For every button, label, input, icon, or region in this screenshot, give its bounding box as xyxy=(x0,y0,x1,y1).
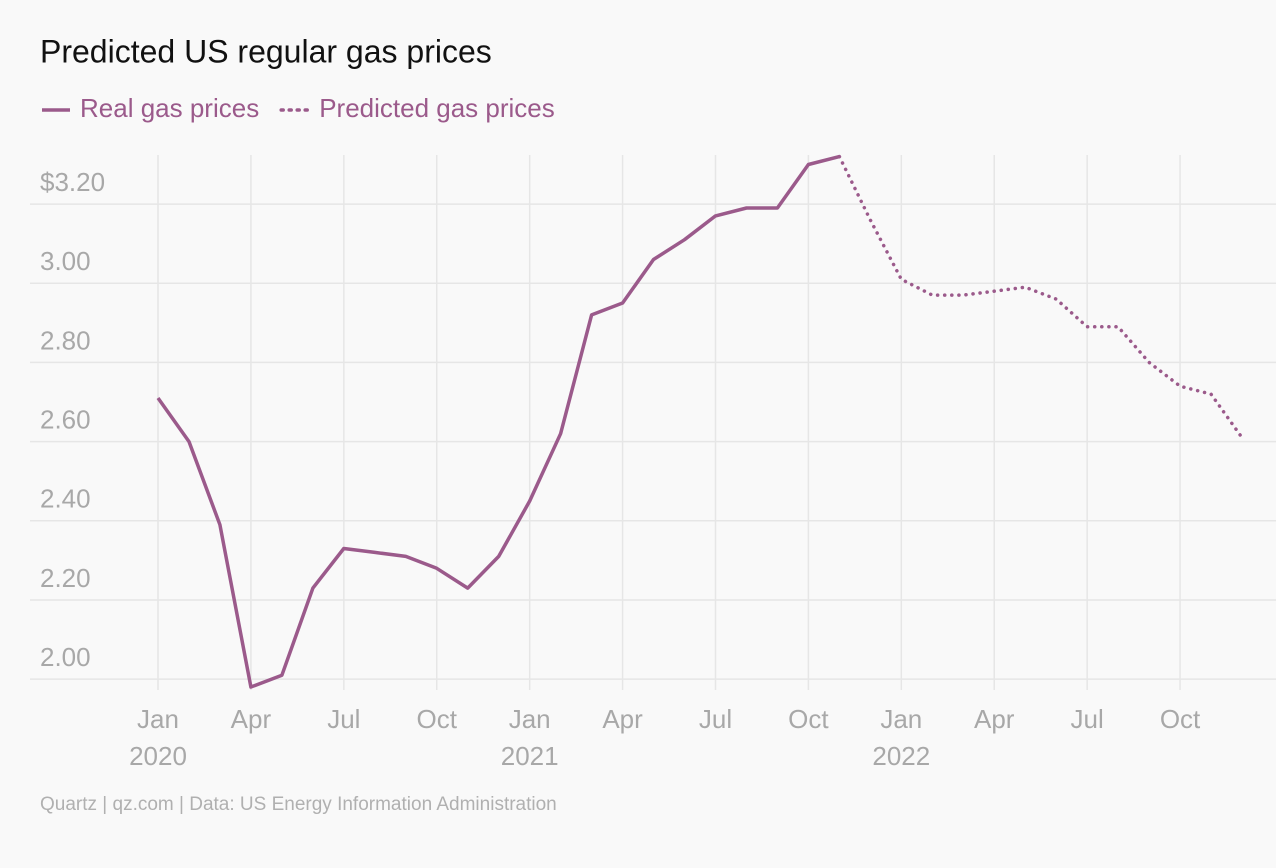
x-tick-label: Jul xyxy=(1070,704,1104,734)
x-tick-label: Oct xyxy=(416,704,457,734)
y-tick-label: 2.80 xyxy=(40,325,91,355)
legend-label: Predicted gas prices xyxy=(319,93,555,123)
x-tick-label: Jan 2021 xyxy=(500,704,559,771)
x-tick-label: Apr xyxy=(230,704,272,734)
x-tick-label: Oct xyxy=(788,704,829,734)
x-tick-label: Jul xyxy=(698,704,733,734)
source: Quartz | qz.com | Data: US Energy Inform… xyxy=(40,794,557,815)
y-tick-label: 3.00 xyxy=(40,246,91,276)
y-tick-label: $3.20 xyxy=(40,167,105,197)
x-tick-label: Jan 2020 xyxy=(129,704,187,771)
series-line xyxy=(837,154,1244,440)
grid xyxy=(30,155,1276,690)
y-tick-label: 2.40 xyxy=(40,484,91,514)
x-tick-label: Apr xyxy=(602,704,643,734)
y-tick-label: 2.20 xyxy=(40,563,91,593)
y-tick-label: 2.00 xyxy=(40,642,91,672)
x-tick-label: Jan 2022 xyxy=(872,704,931,771)
series-line xyxy=(156,154,840,689)
x-tick-label: Jul xyxy=(327,704,361,734)
x-tick-label: Oct xyxy=(1159,704,1201,734)
chart-title: Predicted US regular gas prices xyxy=(40,33,492,69)
legend-label: Real gas prices xyxy=(80,93,259,123)
y-tick-label: 2.60 xyxy=(40,404,91,434)
x-tick-label: Apr xyxy=(973,704,1015,734)
